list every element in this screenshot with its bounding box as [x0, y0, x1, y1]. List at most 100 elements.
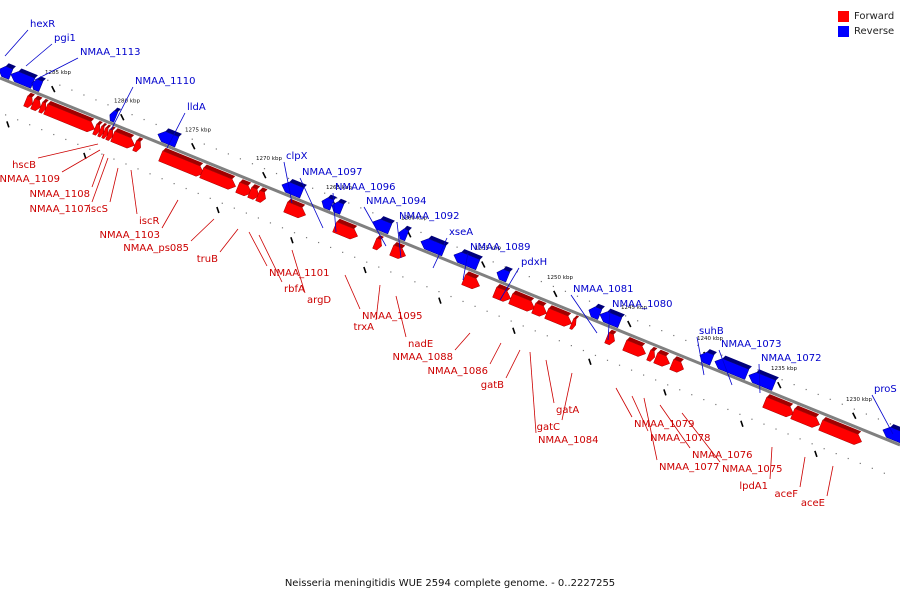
tick-dot [77, 143, 79, 145]
tick-dot [546, 335, 548, 337]
label-leader [643, 397, 658, 461]
forward-gene-arrow [332, 221, 359, 240]
tick-dot [691, 394, 693, 396]
gene-label: trxA [353, 322, 374, 333]
tick-dot [317, 241, 320, 244]
label-leader [758, 363, 761, 394]
tick-dot [149, 173, 151, 175]
tick-dot [245, 212, 247, 214]
forward-gene-arrow [790, 408, 821, 428]
tick-dot [757, 369, 759, 371]
forward-gene-arrow [372, 237, 382, 251]
reverse-gene-arrow-shade [327, 194, 337, 201]
scale-label: 1240 kbp [697, 336, 723, 342]
scale-dash [814, 450, 818, 458]
tick-dot [378, 266, 380, 268]
scale-dash [120, 113, 125, 121]
reverse-gene-arrow-shade [114, 107, 121, 113]
gene-label: NMAA_1103 [99, 230, 160, 241]
tick-dot [221, 202, 223, 204]
gene-label: iscR [139, 216, 159, 227]
tick-dot [679, 389, 681, 391]
label-leader [258, 234, 283, 283]
tick-dot [871, 467, 873, 469]
genome-backbone [0, 76, 900, 447]
gene-label: hscB [12, 160, 36, 171]
scale-dash [83, 152, 87, 160]
reverse-gene-arrow [420, 238, 447, 257]
tick-dot [841, 403, 843, 405]
tick-dot [372, 212, 374, 214]
label-leader [871, 394, 894, 435]
gene-label: clpX [286, 151, 308, 162]
reverse-gene-arrow [588, 306, 603, 320]
label-leader [718, 349, 733, 386]
tick-dot [65, 138, 67, 141]
forward-gene-arrow-shade [136, 137, 144, 142]
reverse-gene-arrow [748, 372, 777, 391]
tick-dot [510, 320, 512, 322]
forward-gene-arrow [544, 307, 573, 327]
label-leader [161, 199, 179, 229]
scale-dash [777, 381, 782, 389]
label-leader [659, 404, 691, 449]
legend-reverse: Reverse [838, 24, 894, 38]
forward-gene-arrow-shade [650, 346, 658, 352]
scale-dash [51, 85, 56, 93]
reverse-gene-arrow [882, 426, 900, 444]
tick-dot [95, 99, 97, 101]
gene-label: NMAA_1108 [29, 189, 90, 200]
tick-dot [721, 354, 723, 356]
scale-label: 1250 kbp [547, 275, 573, 281]
forward-gene-arrow-shade [42, 98, 49, 104]
label-leader [37, 143, 99, 159]
forward-gene-arrow [105, 128, 113, 141]
label-leader [454, 332, 471, 351]
gene-label: iscS [88, 204, 108, 215]
scale-dash [438, 297, 442, 304]
tick-dot [516, 271, 518, 273]
gene-label: NMAA_1078 [650, 433, 711, 444]
scale-dash [191, 142, 196, 150]
reverse-gene-arrow [31, 78, 44, 92]
tick-dot [348, 202, 350, 204]
tick-dot [570, 345, 572, 347]
tick-dot [414, 281, 416, 283]
gene-label: NMAA_1080 [612, 299, 673, 310]
tick-dot [847, 457, 849, 460]
tick-dot [113, 158, 115, 160]
gene-label: gatC [537, 422, 560, 433]
tick-dot [883, 472, 885, 474]
forward-gene-arrow-shade [512, 290, 535, 302]
forward-gene-arrow [97, 125, 105, 138]
legend-forward-label: Forward [854, 10, 895, 22]
label-leader [219, 228, 239, 253]
label-leader [283, 161, 293, 204]
tick-dot [540, 280, 542, 283]
tick-dot [281, 227, 284, 229]
tick-dot [558, 340, 560, 342]
label-leader [570, 294, 598, 334]
tick-dot [161, 178, 163, 180]
forward-gene-arrow-shade [657, 349, 670, 357]
label-leader [432, 237, 448, 269]
tick-dot [125, 163, 127, 165]
tick-dot [354, 256, 356, 258]
tick-dot [618, 364, 621, 366]
gene-label: rbfA [284, 284, 305, 295]
tick-dot [715, 403, 717, 406]
tick-dot [811, 443, 813, 445]
scale-label: 1285 kbp [45, 70, 71, 76]
tick-dot [47, 79, 49, 81]
legend: Forward Reverse [838, 9, 894, 39]
tick-dot [594, 354, 597, 357]
label-leader [826, 465, 834, 497]
reverse-gene-arrow-shade [756, 369, 779, 381]
gene-label: proS [874, 384, 897, 395]
label-leader [248, 231, 268, 267]
label-leader [109, 167, 119, 203]
forward-gene-arrow [23, 95, 33, 108]
tick-dot [853, 408, 855, 410]
reverse-gene-arrow-shade [461, 249, 483, 260]
gene-label: argD [307, 295, 331, 306]
